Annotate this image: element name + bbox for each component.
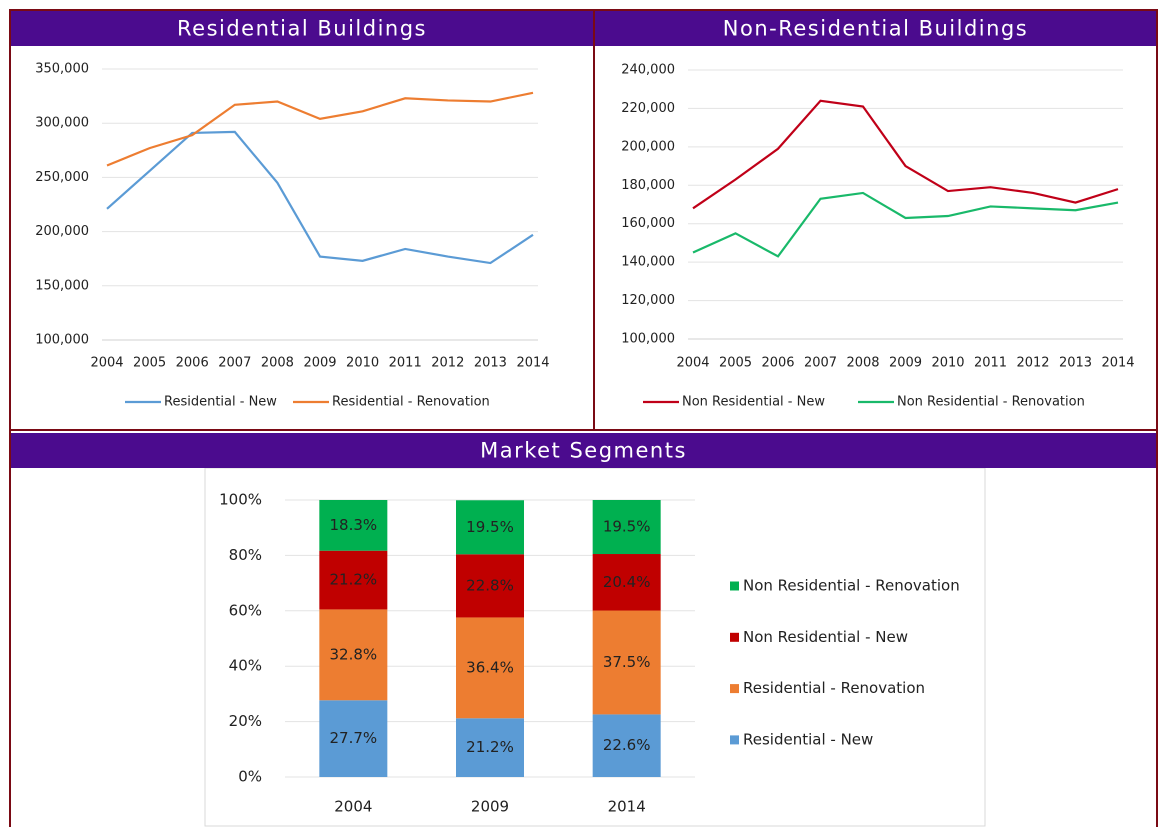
legend-label: Residential - Renovation <box>743 679 925 697</box>
y-tick-label: 200,000 <box>35 224 89 239</box>
top-border <box>9 9 1158 431</box>
legend-label: Non Residential - New <box>682 395 825 410</box>
x-tick-label: 2004 <box>90 356 123 371</box>
y-tick-label: 0% <box>238 768 262 786</box>
bar-segment <box>319 550 388 610</box>
x-tick-label: 2012 <box>1016 356 1049 371</box>
x-tick-label: 2006 <box>761 356 794 371</box>
panel-header <box>595 11 1156 46</box>
y-tick-label: 180,000 <box>621 178 675 193</box>
bar-segment <box>319 700 388 777</box>
x-tick-label: 2014 <box>516 356 549 371</box>
series-line <box>106 130 534 265</box>
y-tick-label: 20% <box>229 712 262 730</box>
bar-segment <box>456 554 524 618</box>
panel-title: Market Segments <box>480 439 687 463</box>
x-tick-label: 2012 <box>431 356 464 371</box>
x-tick-label: 2004 <box>334 798 372 816</box>
x-tick-label: 2006 <box>176 356 209 371</box>
y-tick-label: 100,000 <box>35 333 89 348</box>
data-label: 32.8% <box>330 645 378 663</box>
x-tick-label: 2008 <box>261 356 294 371</box>
legend-swatch <box>730 632 739 642</box>
data-label: 22.6% <box>603 736 651 754</box>
bar-segment <box>592 554 661 611</box>
y-tick-label: 120,000 <box>621 293 675 308</box>
bar-segment <box>592 500 661 555</box>
bar-segment <box>592 610 661 715</box>
data-label: 37.5% <box>603 653 651 671</box>
data-label: 18.3% <box>330 516 378 534</box>
legend-label: Residential - New <box>164 395 277 410</box>
x-tick-label: 2011 <box>389 356 422 371</box>
legend-label: Residential - New <box>743 730 873 748</box>
y-tick-label: 300,000 <box>35 116 89 131</box>
panel-title: Non-Residential Buildings <box>723 17 1028 41</box>
y-tick-label: 100,000 <box>621 332 675 347</box>
data-label: 22.8% <box>466 576 514 594</box>
data-label: 36.4% <box>466 658 514 676</box>
panel-header <box>11 433 1156 468</box>
x-tick-label: 2005 <box>719 356 752 371</box>
y-tick-label: 140,000 <box>621 255 675 270</box>
legend-swatch <box>730 581 739 591</box>
data-label: 20.4% <box>603 573 651 591</box>
bar-segment <box>592 714 661 777</box>
y-tick-label: 250,000 <box>35 170 89 185</box>
data-label: 27.7% <box>330 729 378 747</box>
legend-swatch <box>730 735 739 745</box>
panel-header <box>11 11 593 46</box>
bar-segment <box>319 609 388 701</box>
x-tick-label: 2010 <box>346 356 379 371</box>
data-label: 21.2% <box>466 738 514 756</box>
x-tick-label: 2008 <box>846 356 879 371</box>
bar-segment <box>319 500 388 551</box>
y-tick-label: 80% <box>229 546 262 564</box>
y-tick-label: 150,000 <box>35 278 89 293</box>
x-tick-label: 2007 <box>804 356 837 371</box>
data-label: 21.2% <box>330 571 378 589</box>
legend-swatch <box>730 684 739 694</box>
series-line <box>692 99 1119 210</box>
bar-segment <box>456 718 524 777</box>
legend-label: Non Residential - Renovation <box>897 395 1085 410</box>
y-tick-label: 160,000 <box>621 216 675 231</box>
y-tick-label: 40% <box>229 657 262 675</box>
y-tick-label: 350,000 <box>35 62 89 77</box>
x-tick-label: 2014 <box>1101 356 1134 371</box>
bar-segment <box>456 617 524 719</box>
x-tick-label: 2009 <box>471 798 509 816</box>
y-tick-label: 200,000 <box>621 139 675 154</box>
x-tick-label: 2010 <box>931 356 964 371</box>
data-label: 19.5% <box>603 518 651 536</box>
x-tick-label: 2005 <box>133 356 166 371</box>
x-tick-label: 2014 <box>608 798 646 816</box>
x-tick-label: 2004 <box>676 356 709 371</box>
charts: Residential Buildings 100,000 150,000 200,0… <box>11 11 1156 816</box>
legend-label: Non Residential - New <box>743 628 908 646</box>
x-tick-label: 2009 <box>303 356 336 371</box>
panel-borders <box>9 9 1158 827</box>
x-tick-label: 2009 <box>889 356 922 371</box>
x-tick-label: 2013 <box>1059 356 1092 371</box>
legend-label: Residential - Renovation <box>332 395 490 410</box>
y-tick-label: 60% <box>229 601 262 619</box>
series-line <box>692 191 1119 258</box>
panel-title: Residential Buildings <box>177 17 427 41</box>
bar-segment <box>456 500 524 555</box>
legend-label: Non Residential - Renovation <box>743 577 960 595</box>
y-tick-label: 240,000 <box>621 63 675 78</box>
y-tick-label: 100% <box>219 491 262 509</box>
series-line <box>106 91 534 167</box>
x-tick-label: 2007 <box>218 356 251 371</box>
data-label: 19.5% <box>466 518 514 536</box>
y-tick-label: 220,000 <box>621 101 675 116</box>
x-tick-label: 2013 <box>474 356 507 371</box>
x-tick-label: 2011 <box>974 356 1007 371</box>
